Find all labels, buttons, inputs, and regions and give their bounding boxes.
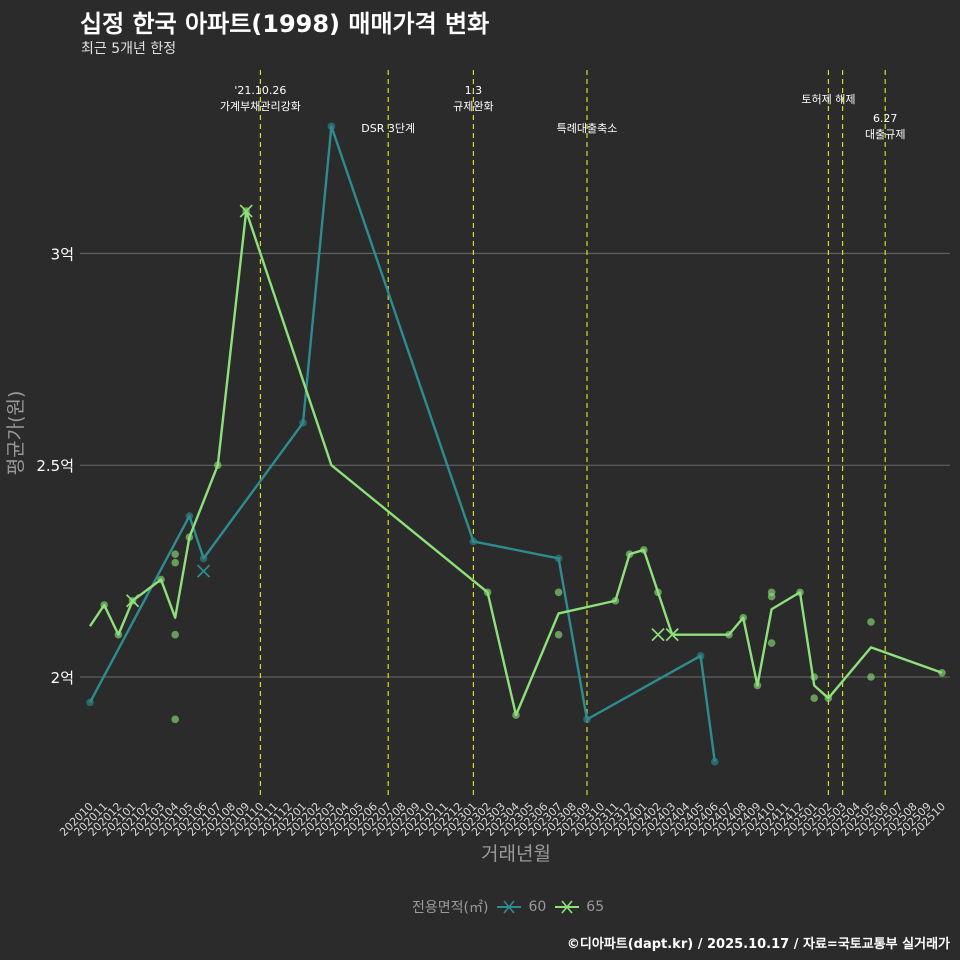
event-label-6-0: 6.27 <box>873 112 898 125</box>
point-65-19 <box>725 630 733 639</box>
point-65-26 <box>810 673 818 681</box>
event-label-0-0: '21.10.26 <box>234 84 286 97</box>
point-65-20 <box>739 613 747 622</box>
point-65-27 <box>810 694 818 702</box>
caption: ©디아파트(dapt.kr) / 2025.10.17 / 자료=국토교통부 실… <box>566 937 950 952</box>
event-label-0-1: 가계부채관리강화 <box>220 100 301 113</box>
legend-item-65: 65 <box>554 899 604 915</box>
point-60-9 <box>711 757 719 766</box>
point-60-7 <box>583 715 591 724</box>
point-60-2 <box>199 554 208 563</box>
point-65-3 <box>157 575 165 584</box>
legend-key-65-icon <box>555 900 580 914</box>
marker-60-0-b <box>196 564 211 578</box>
point-65-8 <box>185 533 194 542</box>
marker-65-0 <box>125 594 140 608</box>
event-label-2-1: 규제완화 <box>453 100 493 113</box>
marker-65-1 <box>239 204 253 218</box>
point-65-21 <box>753 681 762 690</box>
event-label-3-0: 특례대출축소 <box>557 122 618 135</box>
event-label-4-0: 토허제 해제 <box>801 92 855 106</box>
point-60-8 <box>696 652 705 660</box>
point-65-18 <box>654 588 662 597</box>
point-65-30 <box>867 673 875 681</box>
point-60-1 <box>185 512 194 520</box>
event-label-6-1: 대출규제 <box>865 128 905 141</box>
y-tick-label-2: 3억 <box>51 245 74 263</box>
y-tick-label-1: 2.5억 <box>36 457 74 475</box>
point-65-9 <box>214 461 222 470</box>
chart-title: 십정 한국 아파트(1998) 매매가격 변화 <box>80 10 490 38</box>
event-label-2-0: 1.3 <box>465 84 483 97</box>
point-60-4 <box>327 122 336 131</box>
point-65-29 <box>867 618 875 626</box>
marker-65-3-b <box>665 628 679 642</box>
legend-title: 전용면적(㎡) <box>412 900 489 916</box>
point-65-25 <box>796 588 804 597</box>
point-65-31 <box>938 668 946 677</box>
marker-65-1-b <box>239 204 253 218</box>
legend-label-65: 65 <box>586 899 605 915</box>
point-65-16 <box>625 550 634 558</box>
legend-item-60: 60 <box>496 899 546 915</box>
point-65-1 <box>114 630 123 639</box>
point-60-3 <box>299 419 307 427</box>
point-65-7 <box>171 715 179 724</box>
point-65-4 <box>171 550 179 558</box>
point-65-23 <box>767 592 776 601</box>
point-65-24 <box>767 639 776 647</box>
marker-65-2 <box>651 628 665 642</box>
point-65-11 <box>483 588 492 597</box>
point-60-5 <box>469 537 478 546</box>
point-65-5 <box>171 558 179 567</box>
event-label-1-0: DSR 3단계 <box>361 122 415 135</box>
y-axis-title: 평균가(원) <box>5 391 27 476</box>
point-65-14 <box>554 630 563 639</box>
x-axis-title: 거래년월 <box>481 843 551 865</box>
point-65-15 <box>611 596 620 605</box>
marker-65-0-b <box>125 594 140 608</box>
point-65-0 <box>100 601 108 609</box>
point-65-17 <box>640 546 648 554</box>
marker-65-2-b <box>651 628 665 642</box>
chart-subtitle: 최근 5개년 한정 <box>81 41 177 57</box>
legend: 전용면적(㎡) 60 65 <box>412 897 604 917</box>
point-60-0 <box>86 698 94 707</box>
point-65-13 <box>554 588 563 597</box>
legend-label-60: 60 <box>528 899 547 915</box>
series-line-60 <box>88 125 716 762</box>
legend-key-60-icon <box>497 900 522 914</box>
point-60-6 <box>554 554 563 563</box>
marker-65-3 <box>665 628 679 642</box>
point-65-12 <box>512 711 520 719</box>
point-65-6 <box>171 630 179 639</box>
marker-60-0 <box>196 564 211 578</box>
y-tick-label-0: 2억 <box>51 669 74 687</box>
point-65-28 <box>824 694 833 702</box>
